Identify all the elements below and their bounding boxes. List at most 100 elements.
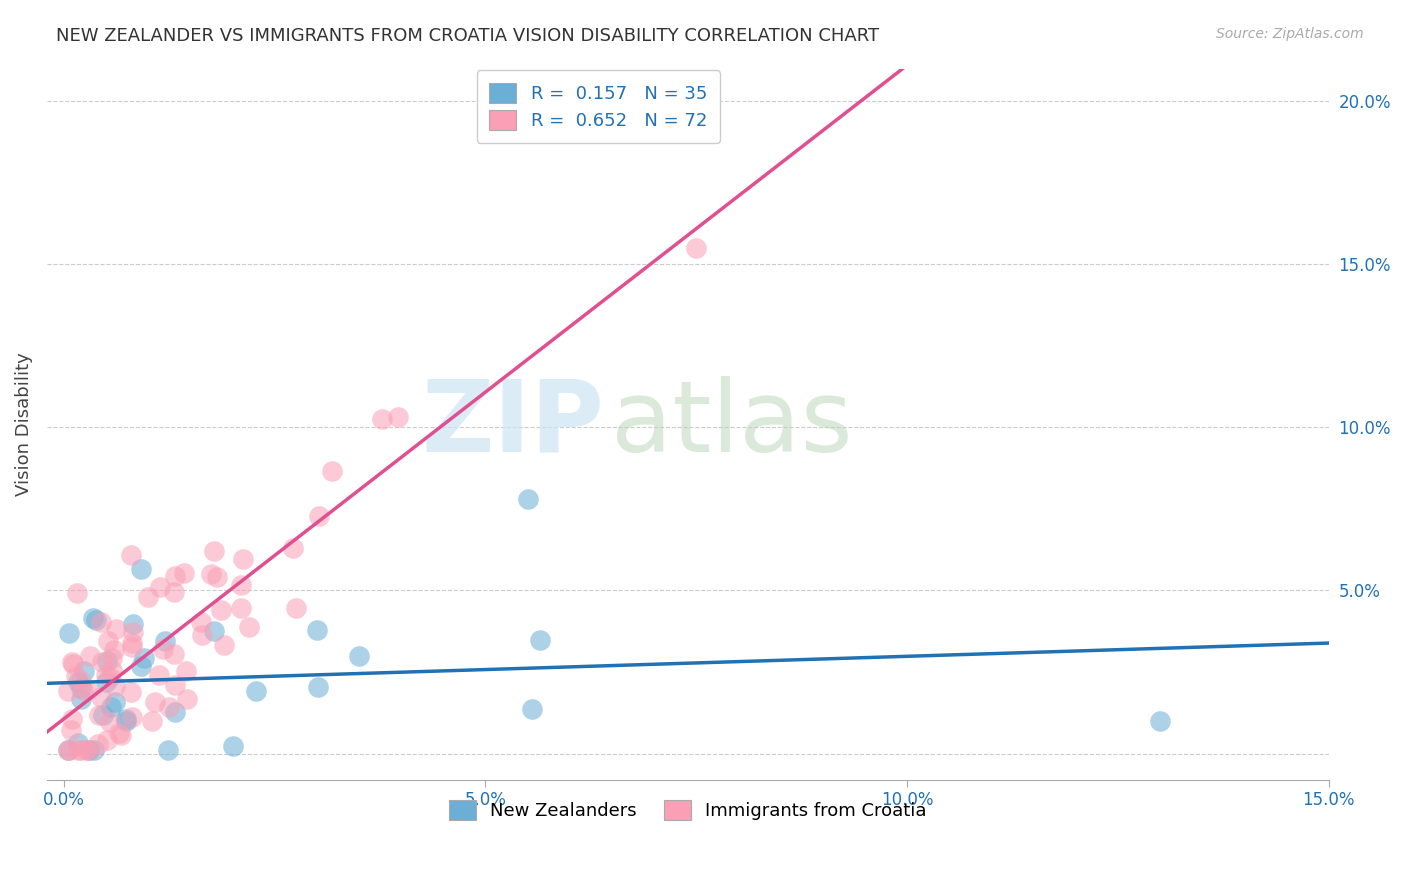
Point (60, 713, 83, 727)
Point (529, 633, 551, 648)
Point (73, 664, 96, 678)
Point (165, 568, 187, 582)
Point (75, 743, 97, 757)
Point (90, 690, 112, 704)
Point (70, 673, 93, 688)
Point (153, 634, 176, 648)
Point (69, 691, 91, 706)
Point (156, 743, 179, 757)
Point (245, 684, 267, 698)
Point (115, 712, 138, 726)
Text: atlas: atlas (612, 376, 852, 473)
Point (83, 743, 105, 757)
Point (209, 603, 232, 617)
Point (232, 552, 254, 566)
Point (371, 412, 394, 426)
Point (108, 726, 131, 740)
Point (76, 683, 98, 698)
Point (121, 636, 143, 650)
Legend: New Zealanders, Immigrants from Croatia: New Zealanders, Immigrants from Croatia (434, 786, 942, 835)
Point (104, 679, 127, 693)
Point (58, 743, 80, 757)
Point (202, 624, 225, 639)
Point (91, 708, 114, 723)
Point (283, 541, 305, 555)
Point (110, 728, 132, 742)
Point (66, 743, 89, 757)
Point (56, 684, 79, 698)
Text: Source: ZipAtlas.com: Source: ZipAtlas.com (1216, 27, 1364, 41)
Point (238, 620, 260, 634)
Point (120, 685, 142, 699)
Point (60, 723, 83, 738)
Point (129, 659, 152, 673)
Point (321, 464, 343, 478)
Point (148, 668, 170, 682)
Point (82, 611, 104, 625)
Point (90, 615, 112, 629)
Point (122, 616, 145, 631)
Point (56, 743, 79, 757)
Point (141, 714, 163, 728)
Y-axis label: Vision Disability: Vision Disability (15, 352, 32, 496)
Point (163, 705, 186, 719)
Point (96, 732, 118, 747)
Point (347, 649, 370, 664)
Point (222, 739, 245, 753)
Point (231, 601, 253, 615)
Point (56, 743, 79, 757)
Point (94, 674, 117, 689)
Point (205, 570, 228, 584)
Point (516, 492, 538, 507)
Point (191, 628, 214, 642)
Point (65, 585, 87, 599)
Point (176, 692, 198, 706)
Point (79, 648, 101, 663)
Point (200, 567, 222, 582)
Point (98, 715, 121, 730)
Point (60, 655, 83, 669)
Point (202, 544, 225, 558)
Point (97, 633, 120, 648)
Point (308, 508, 330, 523)
Point (84, 613, 107, 627)
Point (89, 707, 111, 722)
Point (120, 549, 142, 563)
Point (90, 655, 112, 669)
Point (121, 710, 143, 724)
Point (173, 566, 195, 581)
Point (67, 736, 90, 750)
Point (136, 590, 159, 604)
Point (77, 743, 100, 757)
Point (105, 622, 128, 636)
Point (58, 626, 80, 640)
Point (285, 601, 308, 615)
Point (307, 680, 329, 694)
Point (134, 650, 156, 665)
Point (62, 657, 84, 672)
Text: NEW ZEALANDER VS IMMIGRANTS FROM CROATIA VISION DISABILITY CORRELATION CHART: NEW ZEALANDER VS IMMIGRANTS FROM CROATIA… (56, 27, 879, 45)
Point (104, 695, 127, 709)
Point (152, 641, 174, 656)
Point (101, 651, 124, 665)
Point (163, 678, 186, 692)
Point (87, 738, 110, 752)
Point (214, 638, 236, 652)
Point (1149, 714, 1171, 728)
Point (122, 624, 145, 639)
Point (103, 642, 125, 657)
Point (163, 585, 186, 599)
Point (115, 714, 138, 728)
Point (129, 562, 152, 576)
Point (387, 409, 409, 424)
Point (522, 702, 544, 716)
Point (149, 580, 172, 594)
Point (69, 681, 91, 695)
Point (143, 695, 166, 709)
Text: ZIP: ZIP (422, 376, 605, 473)
Point (100, 699, 122, 714)
Point (305, 623, 328, 637)
Point (174, 664, 197, 678)
Point (96, 654, 118, 668)
Point (229, 577, 252, 591)
